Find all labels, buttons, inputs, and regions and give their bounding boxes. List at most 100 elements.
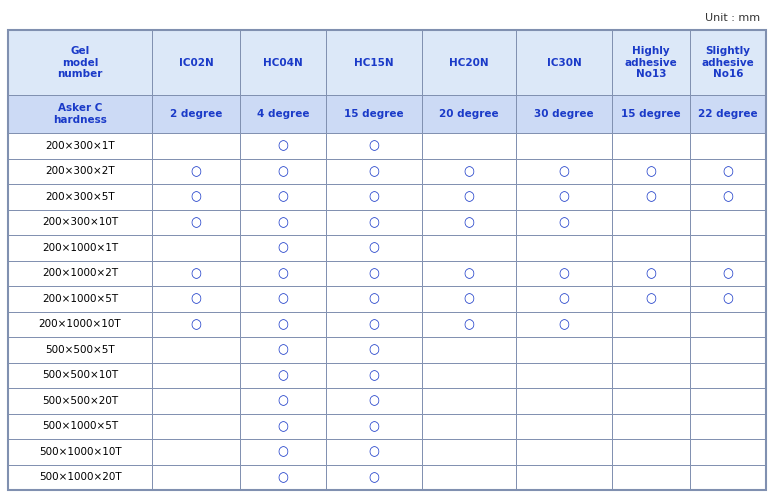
Text: 2 degree: 2 degree: [170, 109, 222, 119]
Bar: [690, 30, 766, 95]
Text: 500×1000×10T: 500×1000×10T: [39, 447, 122, 457]
Bar: [422, 439, 516, 464]
Text: ○: ○: [368, 394, 379, 407]
Text: 500×1000×20T: 500×1000×20T: [39, 472, 122, 482]
Bar: [240, 413, 326, 439]
Text: ○: ○: [723, 292, 734, 305]
Text: 200×1000×2T: 200×1000×2T: [42, 268, 118, 278]
Bar: [152, 439, 240, 464]
Text: HC15N: HC15N: [354, 57, 394, 67]
Text: ○: ○: [464, 318, 474, 331]
Bar: [152, 95, 240, 133]
Bar: [8, 439, 152, 464]
Bar: [240, 260, 326, 286]
Bar: [152, 286, 240, 311]
Bar: [152, 413, 240, 439]
Text: ○: ○: [368, 292, 379, 305]
Bar: [152, 133, 240, 158]
Bar: [690, 209, 766, 235]
Text: 4 degree: 4 degree: [257, 109, 310, 119]
Bar: [690, 235, 766, 260]
Bar: [422, 133, 516, 158]
Text: ○: ○: [278, 216, 289, 229]
Bar: [612, 30, 690, 95]
Bar: [690, 388, 766, 413]
Text: Slightly
adhesive
No16: Slightly adhesive No16: [701, 46, 755, 79]
Bar: [422, 235, 516, 260]
Bar: [240, 133, 326, 158]
Text: ○: ○: [559, 190, 570, 203]
Bar: [690, 260, 766, 286]
Text: ○: ○: [368, 369, 379, 382]
Bar: [326, 184, 422, 209]
Text: ○: ○: [559, 292, 570, 305]
Text: ○: ○: [646, 165, 656, 178]
Bar: [8, 337, 152, 362]
Text: ○: ○: [190, 267, 201, 280]
Bar: [690, 464, 766, 490]
Bar: [8, 30, 152, 95]
Text: ○: ○: [368, 318, 379, 331]
Text: 500×1000×5T: 500×1000×5T: [42, 421, 118, 431]
Text: ○: ○: [278, 318, 289, 331]
Bar: [516, 413, 612, 439]
Bar: [422, 158, 516, 184]
Text: ○: ○: [464, 190, 474, 203]
Bar: [690, 311, 766, 337]
Text: 200×300×1T: 200×300×1T: [45, 141, 115, 151]
Bar: [326, 133, 422, 158]
Text: ○: ○: [190, 318, 201, 331]
Bar: [422, 184, 516, 209]
Bar: [152, 260, 240, 286]
Bar: [8, 209, 152, 235]
Text: ○: ○: [278, 267, 289, 280]
Bar: [326, 30, 422, 95]
Text: ○: ○: [368, 216, 379, 229]
Bar: [422, 362, 516, 388]
Bar: [8, 235, 152, 260]
Bar: [422, 30, 516, 95]
Text: ○: ○: [559, 318, 570, 331]
Bar: [8, 464, 152, 490]
Text: ○: ○: [278, 190, 289, 203]
Text: ○: ○: [278, 343, 289, 356]
Bar: [690, 413, 766, 439]
Text: IC02N: IC02N: [179, 57, 214, 67]
Bar: [612, 337, 690, 362]
Text: Gel
model
number: Gel model number: [57, 46, 103, 79]
Text: Unit : mm: Unit : mm: [705, 13, 760, 23]
Bar: [516, 439, 612, 464]
Bar: [422, 95, 516, 133]
Bar: [612, 439, 690, 464]
Text: ○: ○: [464, 216, 474, 229]
Text: ○: ○: [723, 190, 734, 203]
Bar: [326, 235, 422, 260]
Bar: [152, 362, 240, 388]
Bar: [422, 311, 516, 337]
Bar: [152, 235, 240, 260]
Text: ○: ○: [278, 471, 289, 484]
Bar: [612, 260, 690, 286]
Text: 200×1000×1T: 200×1000×1T: [42, 243, 118, 253]
Text: 200×300×5T: 200×300×5T: [45, 192, 115, 202]
Bar: [240, 209, 326, 235]
Bar: [240, 184, 326, 209]
Text: 500×500×5T: 500×500×5T: [45, 345, 115, 355]
Bar: [612, 235, 690, 260]
Bar: [240, 362, 326, 388]
Bar: [516, 464, 612, 490]
Bar: [240, 439, 326, 464]
Text: ○: ○: [368, 445, 379, 458]
Bar: [8, 286, 152, 311]
Text: ○: ○: [190, 190, 201, 203]
Bar: [326, 260, 422, 286]
Text: ○: ○: [723, 267, 734, 280]
Bar: [422, 464, 516, 490]
Text: IC30N: IC30N: [546, 57, 581, 67]
Bar: [326, 337, 422, 362]
Bar: [326, 286, 422, 311]
Text: ○: ○: [368, 241, 379, 254]
Bar: [240, 235, 326, 260]
Bar: [690, 362, 766, 388]
Text: ○: ○: [190, 216, 201, 229]
